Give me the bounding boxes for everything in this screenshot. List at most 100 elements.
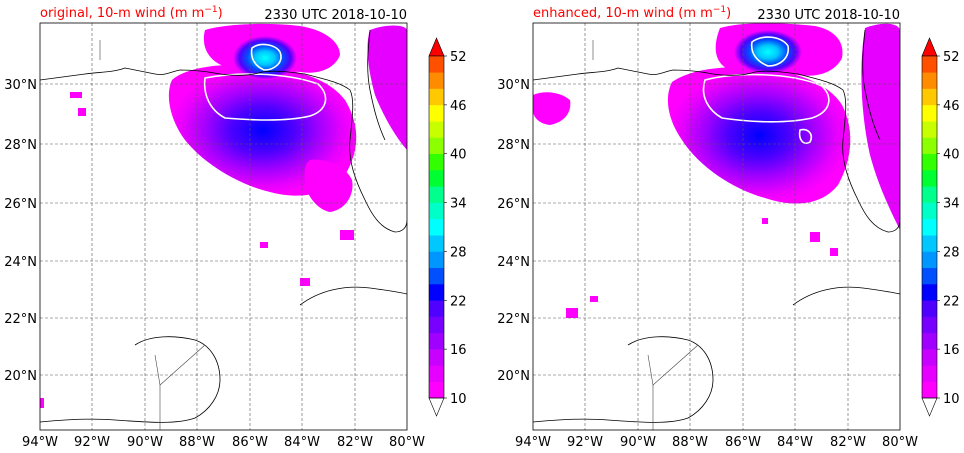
x-tick: 86°W xyxy=(725,435,761,450)
x-tick: 90°W xyxy=(620,435,656,450)
colorbar-bin xyxy=(429,267,444,285)
colorbar-tick-label: 46 xyxy=(943,99,960,114)
x-tick: 92°W xyxy=(74,435,110,450)
panel-timestamp: 2330 UTC 2018-10-10 xyxy=(264,8,407,23)
colorbar: 52 46 40 34 28 22 16 10 xyxy=(428,37,467,417)
wind-contour xyxy=(702,73,830,123)
panel-title-left: original, 10-m wind (m m−1) xyxy=(40,5,223,21)
colorbar-bin xyxy=(922,104,937,122)
x-tick: 94°W xyxy=(22,435,58,450)
eye-contour xyxy=(750,36,790,67)
y-tick: 26°N xyxy=(4,197,37,212)
gridlines xyxy=(40,23,407,430)
colorbar-bin xyxy=(922,365,937,383)
colorbar-bin xyxy=(922,186,937,203)
y-tick: 30°N xyxy=(4,78,37,93)
colorbar-over-arrow xyxy=(428,37,445,57)
eye-contour xyxy=(250,43,282,71)
colorbar: 52 46 40 34 28 22 16 10 xyxy=(921,37,960,417)
panel-timestamp: 2330 UTC 2018-10-10 xyxy=(757,8,900,23)
colorbar-bin xyxy=(922,218,937,236)
map-area xyxy=(40,23,407,430)
colorbar-tick-label: 10 xyxy=(943,392,960,407)
colorbar-tick-label: 40 xyxy=(450,148,467,163)
colorbar-tick-label: 22 xyxy=(450,294,467,309)
colorbar-bin xyxy=(429,88,444,106)
y-tick: 24°N xyxy=(497,255,530,270)
panel-title-left: enhanced, 10-m wind (m m−1) xyxy=(533,5,731,21)
colorbar-tick-label: 34 xyxy=(450,197,467,212)
x-tick: 82°W xyxy=(830,435,866,450)
y-tick: 22°N xyxy=(4,312,37,327)
x-tick: 86°W xyxy=(232,435,268,450)
colorbar-tick-label: 46 xyxy=(450,99,467,114)
colorbar-bin xyxy=(922,153,937,171)
colorbar-bin xyxy=(429,235,444,252)
x-tick: 80°W xyxy=(389,435,425,450)
x-tick: 92°W xyxy=(567,435,603,450)
colorbar-bin xyxy=(922,170,937,187)
colorbar-bin xyxy=(429,121,444,138)
y-tick: 28°N xyxy=(4,138,37,153)
y-tick: 20°N xyxy=(4,369,37,384)
panel-original: original, 10-m wind (m m−1) 2330 UTC 201… xyxy=(4,5,466,450)
colorbar-bin xyxy=(429,251,444,269)
colorbar-bin xyxy=(429,316,444,334)
colorbar-bin xyxy=(922,121,937,138)
colorbar-tick-label: 22 xyxy=(943,294,960,309)
colorbar-bin xyxy=(922,202,937,220)
map-frame xyxy=(39,22,408,431)
colorbar-under-arrow xyxy=(921,397,938,417)
colorbar-bin xyxy=(922,349,937,366)
coastlines xyxy=(533,29,900,423)
colorbar-bin xyxy=(922,251,937,269)
x-tick: 88°W xyxy=(179,435,215,450)
y-tick: 22°N xyxy=(497,312,530,327)
colorbar-bin xyxy=(922,56,937,73)
colorbar-tick-label: 10 xyxy=(450,392,467,407)
colorbar-bin xyxy=(429,104,444,122)
y-tick: 26°N xyxy=(497,197,530,212)
borders xyxy=(592,40,699,430)
gridlines xyxy=(533,23,900,430)
map-frame xyxy=(532,22,901,431)
colorbar-bin xyxy=(922,88,937,106)
colorbar-bin xyxy=(429,365,444,383)
y-tick-labels: 30°N 28°N 26°N 24°N 22°N 20°N xyxy=(497,78,530,384)
colorbar-bin xyxy=(922,300,937,317)
y-tick: 30°N xyxy=(497,78,530,93)
colorbar-tick-label: 16 xyxy=(450,343,467,358)
colorbar-bin xyxy=(429,170,444,187)
wind-contour xyxy=(203,73,327,121)
colorbar-bin xyxy=(922,316,937,334)
colorbar-bin xyxy=(922,284,937,301)
borders xyxy=(99,40,206,430)
colorbar-bin xyxy=(922,332,937,350)
colorbar-over-arrow xyxy=(921,37,938,57)
x-tick: 82°W xyxy=(337,435,373,450)
colorbar-under-arrow xyxy=(428,397,445,417)
colorbar-bin xyxy=(429,218,444,236)
colorbar-bin xyxy=(922,235,937,252)
colorbar-bin xyxy=(922,381,937,399)
colorbar-bin xyxy=(922,137,937,155)
y-tick: 24°N xyxy=(4,255,37,270)
colorbar-bin xyxy=(429,349,444,366)
colorbar-bin xyxy=(429,381,444,399)
y-tick: 28°N xyxy=(497,138,530,153)
wind-field xyxy=(40,23,407,408)
colorbar-bin xyxy=(429,202,444,220)
colorbar-tick-label: 34 xyxy=(943,197,960,212)
colorbar-bin xyxy=(429,186,444,203)
x-tick: 84°W xyxy=(777,435,813,450)
x-tick: 88°W xyxy=(672,435,708,450)
wind-contour xyxy=(798,128,813,145)
colorbar-bin xyxy=(429,300,444,317)
colorbar-tick-label: 40 xyxy=(943,148,960,163)
y-tick-labels: 30°N 28°N 26°N 24°N 22°N 20°N xyxy=(4,78,37,384)
panel-enhanced: enhanced, 10-m wind (m m−1) 2330 UTC 201… xyxy=(497,5,959,450)
colorbar-tick-label: 52 xyxy=(450,50,467,65)
colorbar-frame xyxy=(921,55,938,399)
colorbar-tick-label: 28 xyxy=(450,245,467,260)
